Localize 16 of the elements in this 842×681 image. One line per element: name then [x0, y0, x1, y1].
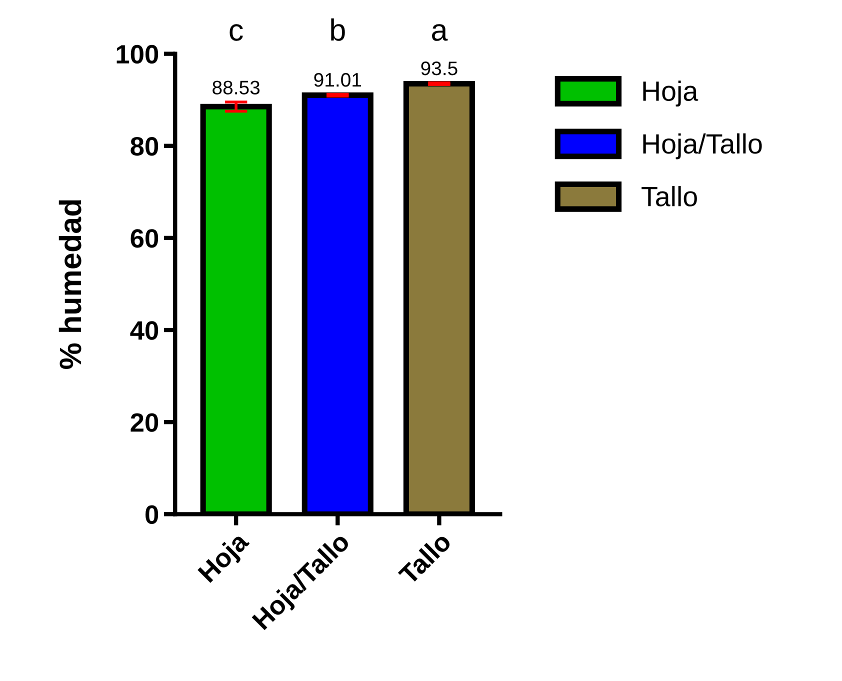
y-axis-title: % humedad — [58, 200, 82, 369]
legend-label: Tallo — [642, 186, 697, 206]
legend-label: Hoja/Tallo — [643, 133, 762, 160]
y-tick-label: 100 — [116, 44, 158, 64]
text: 93.5 — [421, 62, 458, 76]
y-tick-label: 40 — [130, 321, 158, 340]
text: 91.01 — [314, 72, 362, 87]
y-tick-label: 20 — [130, 413, 158, 432]
text: 88.53 — [212, 80, 260, 94]
y-tick-label: 0 — [146, 505, 158, 524]
y-tick-label: 80 — [130, 137, 158, 156]
text: a — [432, 24, 448, 41]
text: b — [331, 18, 345, 41]
y-tick-label: 60 — [130, 229, 158, 248]
text: c — [230, 24, 243, 41]
legend-label: Hoja — [643, 80, 698, 107]
